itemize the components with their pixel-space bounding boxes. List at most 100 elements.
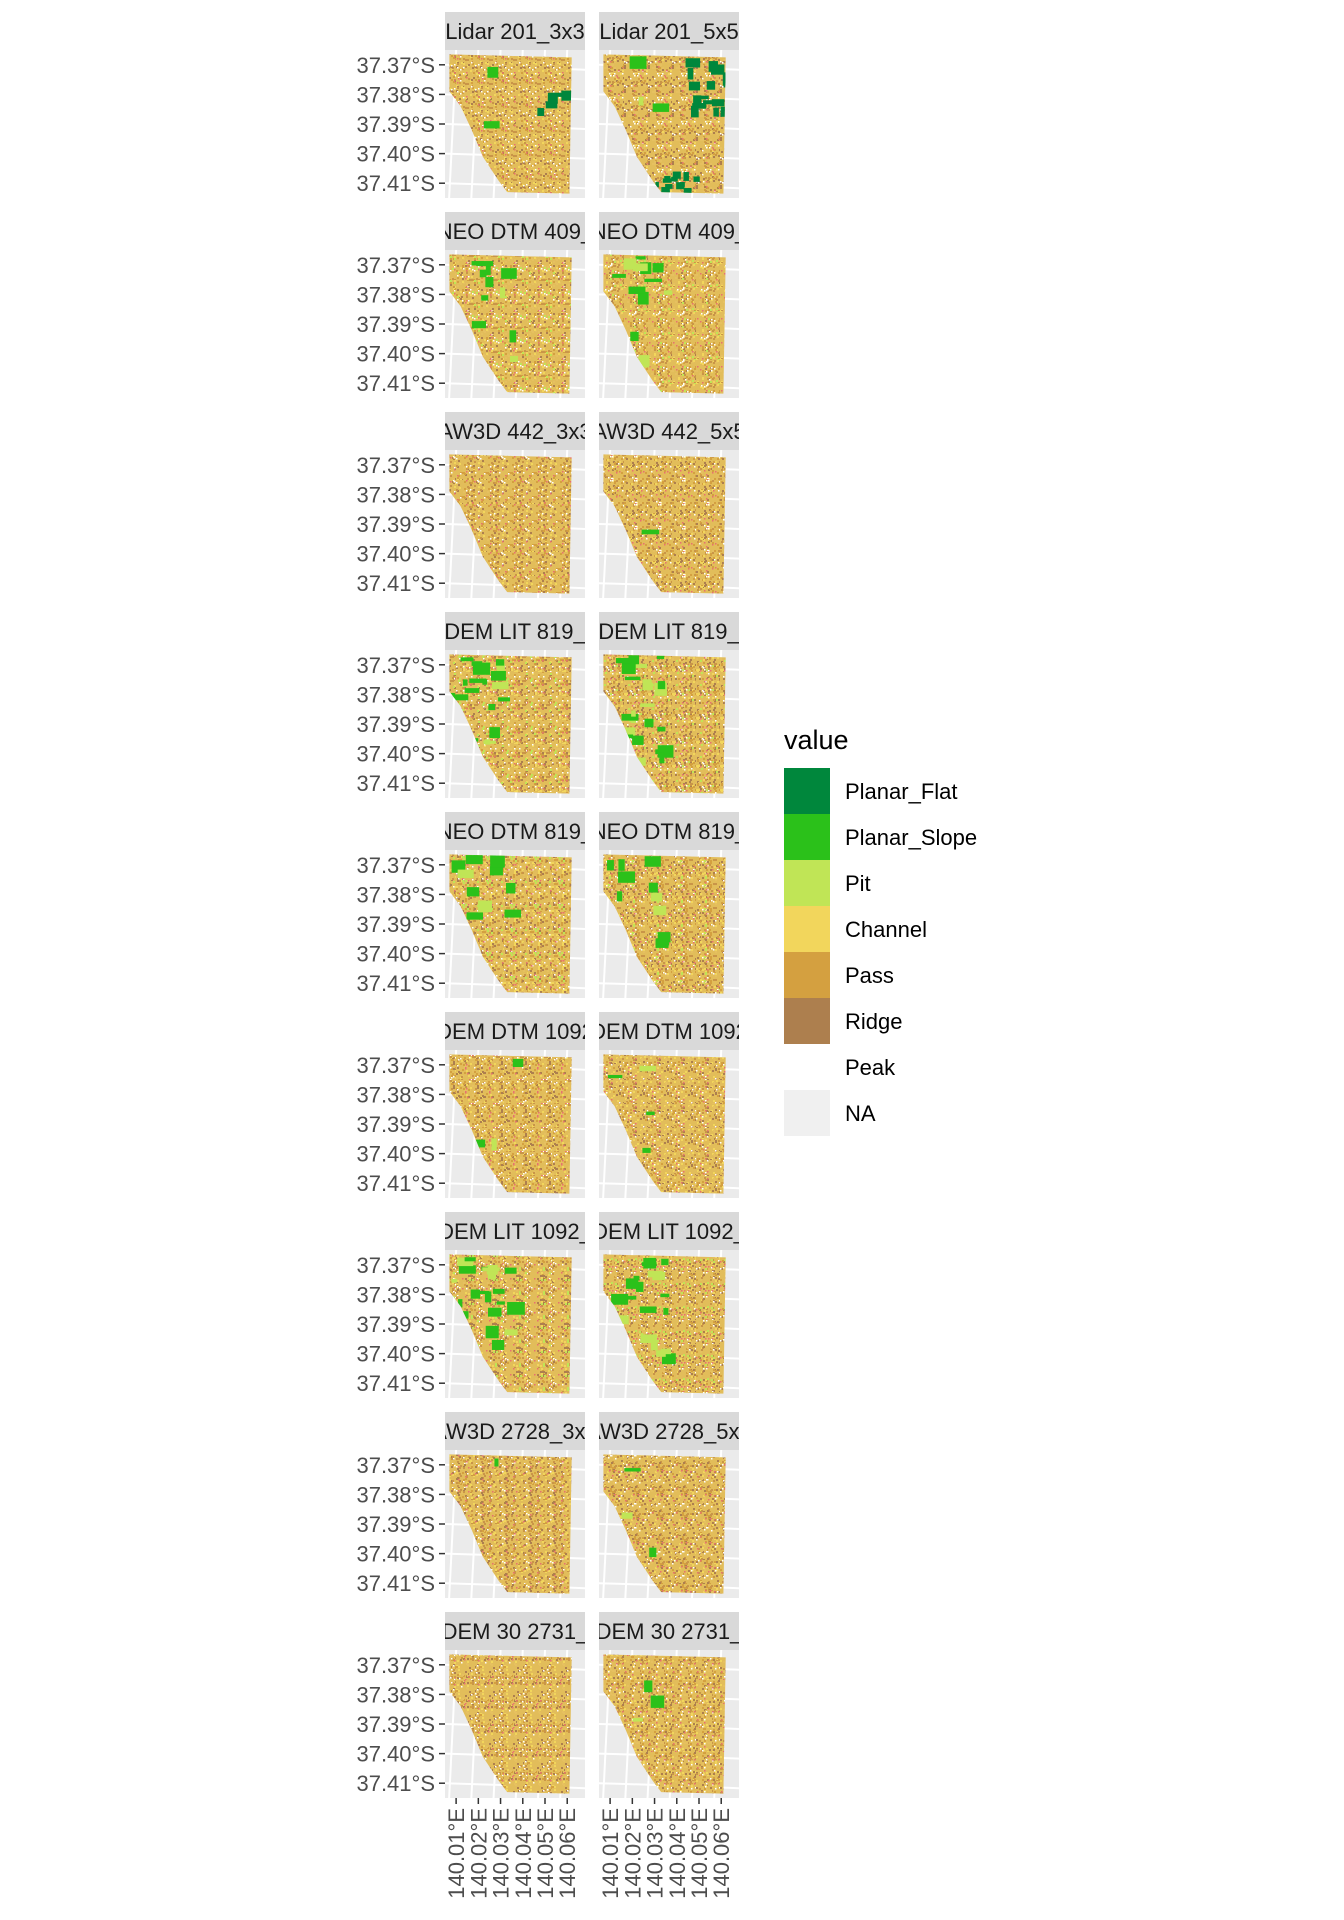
- planar-slope-patch: [483, 740, 497, 744]
- planar-slope-patch: [485, 276, 494, 288]
- facet-strip: [445, 1212, 585, 1250]
- landform-raster: [449, 654, 572, 794]
- facet-strip-label: AW3D 442_3x3: [438, 419, 591, 444]
- planar-flat-patch: [691, 105, 699, 118]
- facet-strip: [445, 1012, 585, 1050]
- planar-flat-patch: [655, 181, 659, 188]
- planar-slope-patch: [458, 1265, 476, 1274]
- facet-strip-label: DEM LIT 819_: [444, 619, 586, 644]
- planar-flat-patch: [688, 81, 700, 91]
- y-tick-label: 37.39°S: [356, 1312, 435, 1337]
- planar-slope-patch: [490, 855, 505, 868]
- planar-flat-patch: [687, 68, 694, 80]
- y-tick-label: 37.37°S: [356, 453, 435, 478]
- planar-slope-patch: [652, 103, 670, 112]
- planar-slope-patch: [470, 1289, 481, 1299]
- planar-patches: [632, 1680, 665, 1722]
- facet-strip: [599, 812, 739, 850]
- facet-panel: DEM LIT 1092_: [592, 1212, 746, 1398]
- planar-slope-patch: [487, 66, 499, 78]
- y-tick-label: 37.39°S: [356, 912, 435, 937]
- facet-strip-label: Lidar 201_3x3: [445, 19, 584, 44]
- planar-slope-patch: [639, 355, 650, 368]
- planar-slope-patch: [632, 735, 644, 745]
- legend-label: Peak: [845, 1055, 896, 1080]
- planar-flat-patch: [672, 171, 681, 179]
- planar-slope-patch: [657, 681, 666, 690]
- planar-patches: [621, 1468, 657, 1558]
- planar-slope-patch: [607, 1074, 623, 1079]
- legend-label: Ridge: [845, 1009, 902, 1034]
- x-tick-label: 140.04°E: [511, 1808, 536, 1899]
- planar-slope-patch: [494, 1458, 499, 1467]
- facet-strip: [445, 412, 585, 450]
- landform-raster: [603, 654, 726, 794]
- x-tick-label: 140.02°E: [466, 1808, 491, 1899]
- y-tick-label: 37.37°S: [356, 1653, 435, 1678]
- facet-strip-label: DEM 30 2731_: [442, 1619, 590, 1644]
- planar-slope-patch: [656, 1350, 666, 1357]
- planar-slope-patch: [489, 727, 500, 739]
- y-tick-label: 37.41°S: [356, 371, 435, 396]
- planar-flat-patch: [711, 99, 725, 107]
- planar-slope-patch: [632, 1717, 643, 1722]
- planar-slope-patch: [656, 655, 665, 660]
- planar-slope-patch: [460, 657, 474, 662]
- facet-strip-label: DEM LIT 1092_: [592, 1219, 746, 1244]
- facet-strip: [599, 412, 739, 450]
- legend-key: [784, 860, 830, 906]
- legend-label: Channel: [845, 917, 927, 942]
- landform-raster: [603, 454, 726, 594]
- planar-slope-patch: [660, 1293, 670, 1298]
- landform-raster: [449, 454, 572, 594]
- y-tick-label: 37.40°S: [356, 542, 435, 567]
- x-tick-label: 140.05°E: [687, 1808, 712, 1899]
- planar-slope-patch: [663, 290, 673, 295]
- y-tick-label: 37.37°S: [356, 253, 435, 278]
- facet-strip: [599, 12, 739, 50]
- x-tick-label: 140.02°E: [620, 1808, 645, 1899]
- planar-slope-patch: [639, 1065, 657, 1072]
- landform-raster: [449, 1654, 572, 1794]
- planar-slope-patch: [628, 655, 640, 665]
- planar-slope-patch: [512, 1058, 524, 1067]
- planar-slope-patch: [621, 713, 639, 721]
- y-tick-label: 37.38°S: [356, 1682, 435, 1707]
- planar-slope-patch: [452, 694, 469, 701]
- planar-slope-patch: [639, 1306, 657, 1313]
- planar-flat-patch: [722, 73, 726, 86]
- legend-key: [784, 906, 830, 952]
- y-tick-label: 37.39°S: [356, 312, 435, 337]
- planar-slope-patch: [489, 866, 503, 876]
- planar-slope-patch: [466, 887, 480, 897]
- planar-slope-patch: [623, 258, 637, 270]
- x-tick-label: 140.01°E: [598, 1808, 623, 1899]
- facet-strip-label: NEO DTM 409_: [591, 219, 748, 244]
- facet-panel: AW3D 442_5x5: [599, 412, 739, 598]
- y-tick-label: 37.38°S: [356, 1082, 435, 1107]
- planar-slope-patch: [616, 891, 623, 902]
- planar-slope-patch: [487, 1307, 502, 1317]
- planar-slope-patch: [469, 678, 487, 683]
- planar-slope-patch: [633, 1275, 640, 1281]
- planar-flat-patch: [683, 187, 692, 194]
- facet-strip-label: DEM DTM 1092: [590, 1019, 748, 1044]
- y-tick-label: 37.37°S: [356, 653, 435, 678]
- planar-slope-patch: [495, 659, 505, 666]
- legend-key: [784, 814, 830, 860]
- planar-patches: [471, 261, 519, 363]
- x-tick-label: 140.01°E: [444, 1808, 469, 1899]
- landform-raster: [603, 854, 726, 994]
- planar-slope-patch: [451, 1278, 458, 1283]
- planar-slope-patch: [643, 1257, 657, 1269]
- y-tick-label: 37.38°S: [356, 1282, 435, 1307]
- facet-panel: Lidar 201_5x5: [599, 12, 739, 198]
- planar-slope-patch: [652, 263, 664, 273]
- landform-raster: [449, 1054, 572, 1194]
- facet-panel: DEM DTM 1092: [590, 1012, 748, 1198]
- planar-flat-patch: [679, 182, 685, 187]
- y-tick-label: 37.40°S: [356, 1742, 435, 1767]
- planar-slope-patch: [487, 1266, 497, 1280]
- planar-slope-patch: [615, 657, 632, 664]
